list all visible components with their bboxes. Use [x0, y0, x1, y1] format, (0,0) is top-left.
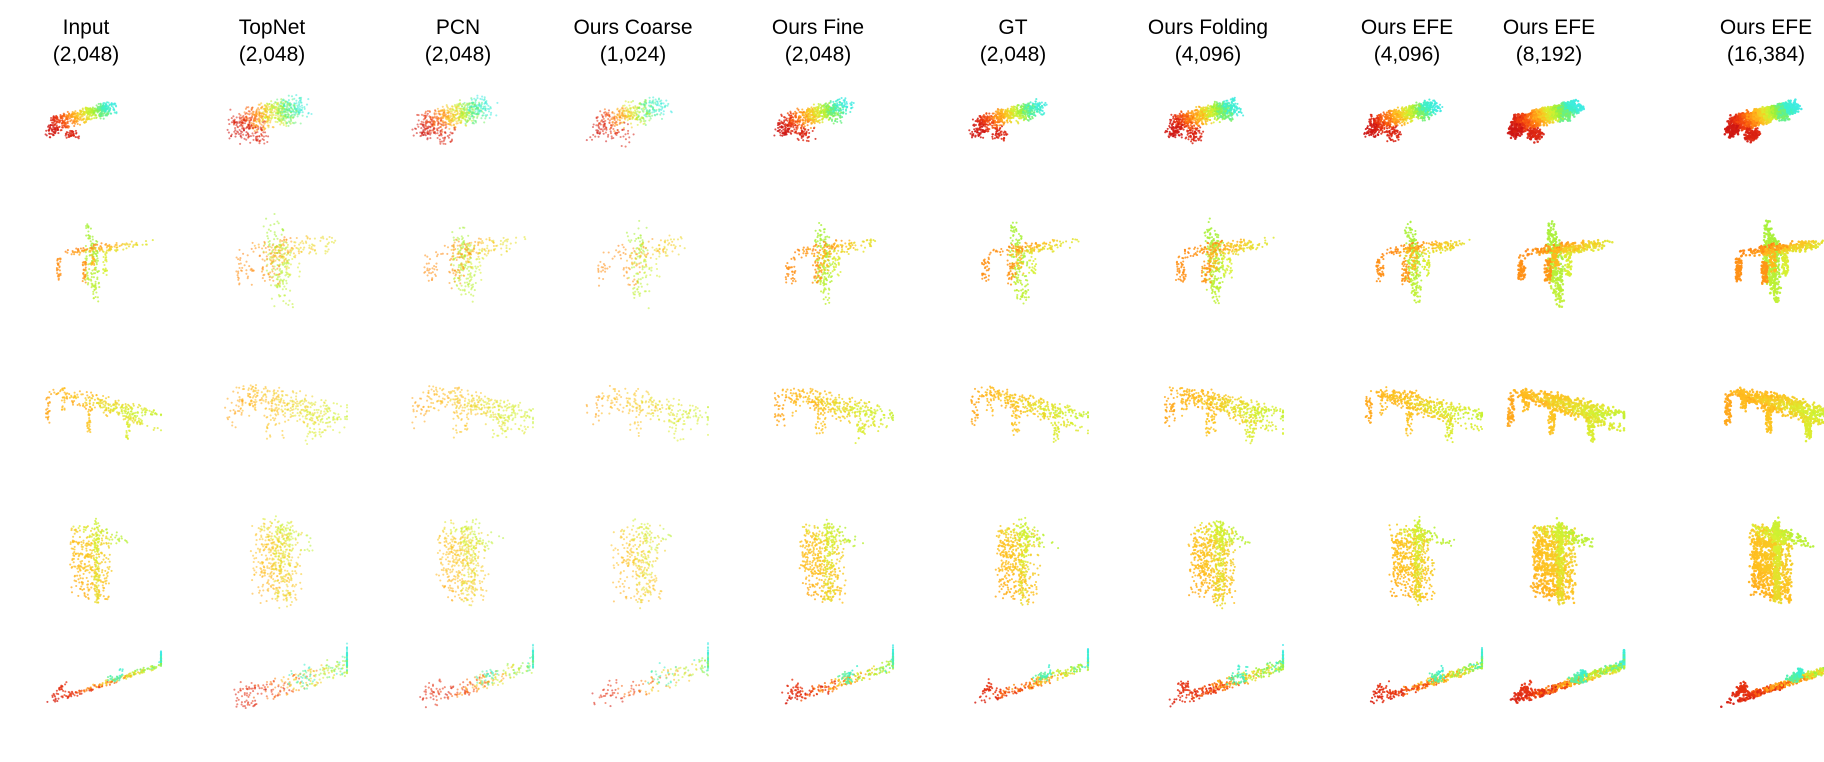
point-cloud-boat: [1510, 649, 1626, 704]
point-cloud-table: [411, 385, 534, 439]
point-cloud-cabinet: [1530, 517, 1594, 605]
point-cloud-cabinet: [69, 518, 128, 604]
point-cloud-cabinet: [610, 518, 672, 609]
point-cloud-table: [1365, 386, 1483, 443]
point-cloud-chair: [423, 227, 526, 303]
point-cloud-chair: [235, 213, 336, 308]
point-cloud-table: [970, 386, 1089, 443]
point-cloud-car: [968, 98, 1047, 142]
point-cloud-table: [586, 385, 709, 442]
point-cloud-car: [773, 97, 854, 142]
point-cloud-table: [45, 387, 162, 440]
point-cloud-cabinet: [435, 518, 504, 606]
point-cloud-chair: [1517, 220, 1613, 308]
point-cloud-car: [1507, 99, 1585, 144]
point-cloud-chair: [1175, 218, 1275, 305]
point-cloud-boat: [591, 642, 709, 707]
point-cloud-cabinet: [1188, 520, 1251, 609]
point-cloud-chair: [1735, 219, 1824, 303]
point-cloud-chair: [56, 223, 154, 302]
point-cloud-boat: [1169, 644, 1284, 708]
point-cloud-car: [586, 96, 673, 147]
point-cloud-car: [227, 94, 313, 145]
point-cloud-chair: [981, 222, 1080, 305]
point-cloud-cabinet: [799, 519, 864, 604]
point-cloud-cabinet: [250, 515, 314, 609]
point-cloud-boat: [1720, 647, 1824, 708]
point-cloud-table: [224, 384, 348, 445]
point-cloud-boat: [1370, 647, 1483, 704]
point-cloud-table: [1164, 386, 1284, 444]
point-cloud-cabinet: [1388, 516, 1455, 606]
point-cloud-boat: [974, 648, 1089, 704]
point-cloud-boat: [419, 644, 534, 709]
point-cloud-cabinet: [1748, 516, 1815, 604]
point-cloud-boat: [46, 650, 162, 703]
point-cloud-chair: [597, 220, 686, 309]
point-cloud-cabinet: [995, 517, 1059, 606]
point-cloud-chair: [785, 222, 876, 305]
point-cloud-car: [1363, 99, 1443, 143]
point-cloud-car: [411, 95, 498, 145]
point-cloud-table: [1724, 386, 1824, 442]
point-cloud-car: [45, 101, 118, 139]
point-cloud-car: [1724, 98, 1803, 143]
point-cloud-boat: [233, 643, 348, 710]
point-cloud-table: [774, 388, 894, 445]
point-cloud-chair: [1375, 221, 1470, 304]
point-cloud-car: [1164, 97, 1244, 145]
point-cloud-boat: [781, 644, 894, 704]
point-cloud-table: [1507, 388, 1626, 443]
